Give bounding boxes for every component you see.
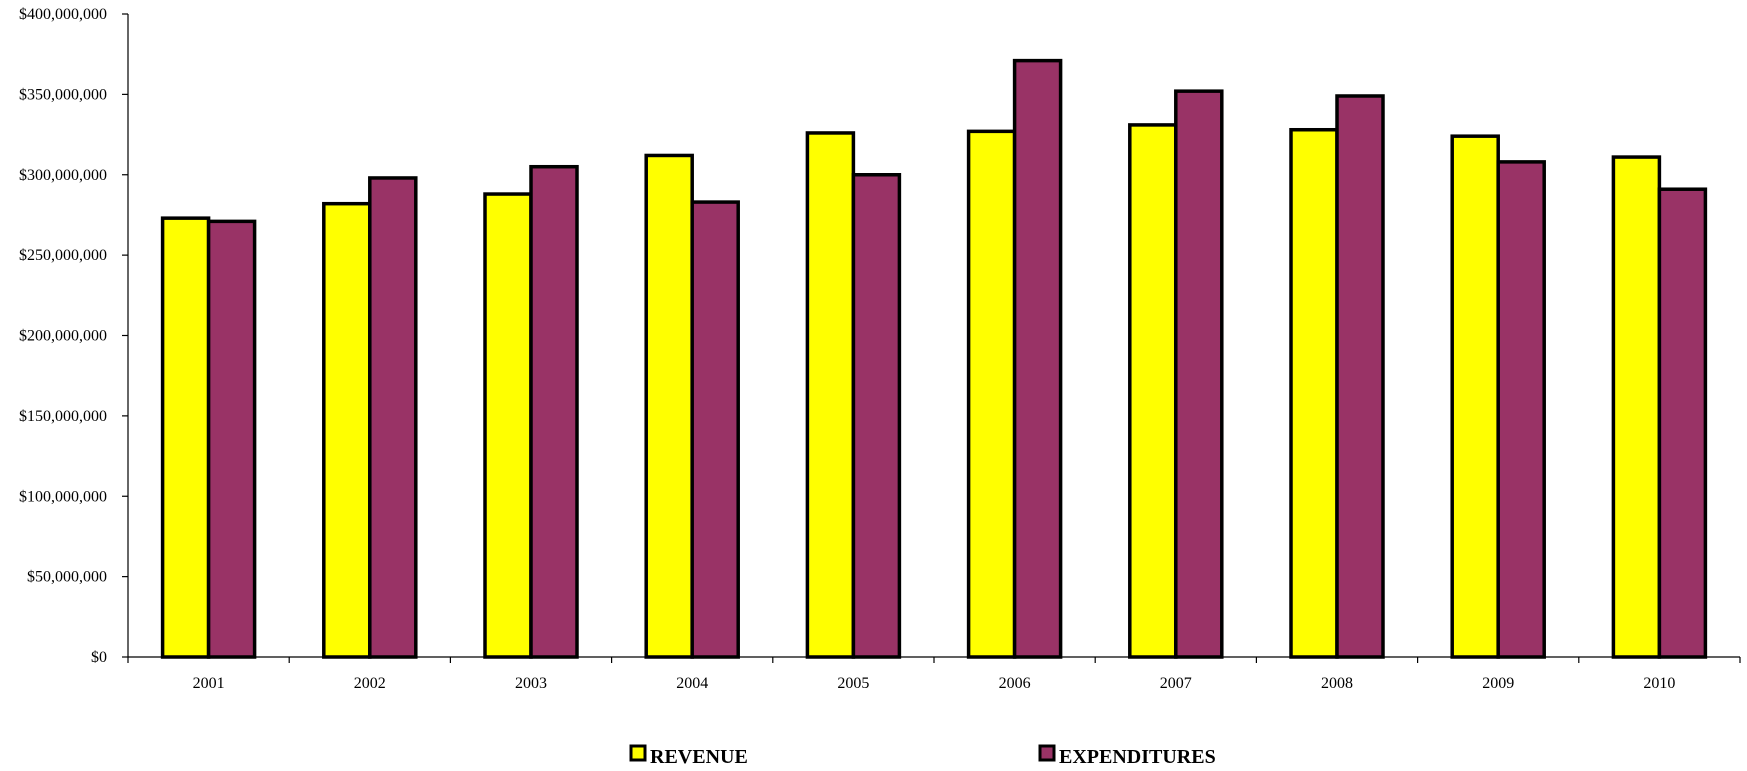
legend-swatch-revenue xyxy=(629,744,647,762)
revenue-bar-2002 xyxy=(322,201,372,659)
revenue-bar-2005 xyxy=(805,131,856,659)
legend-label-expenditures: EXPENDITURES xyxy=(1059,746,1216,768)
x-axis: 2001 2002 2003 2004 2005 2006 2007 2008 2009 2010 xyxy=(127,656,1741,692)
revenue-bar-2010 xyxy=(1611,155,1662,659)
y-tick-label: $400,000,000 xyxy=(19,6,107,23)
revenue-bar-2004 xyxy=(644,153,694,659)
y-tick-label: $100,000,000 xyxy=(19,488,107,505)
legend: REVENUE EXPENDITURES xyxy=(629,744,1216,768)
x-tick-label: 2002 xyxy=(354,675,386,692)
x-tick-label: 2004 xyxy=(676,675,708,692)
legend-swatch-expenditures xyxy=(1038,744,1056,762)
expenditures-bar-2008 xyxy=(1335,94,1385,659)
x-tick-label: 2010 xyxy=(1643,675,1675,692)
bars xyxy=(160,58,1708,659)
expenditures-bar-2002 xyxy=(368,176,418,659)
y-tick-label: $250,000,000 xyxy=(19,247,107,264)
revenue-bar-2009 xyxy=(1450,134,1500,659)
expenditures-bar-2007 xyxy=(1174,89,1224,659)
expenditures-bar-2003 xyxy=(529,164,579,659)
y-tick-label: $0 xyxy=(91,649,107,666)
y-tick-label: $200,000,000 xyxy=(19,328,107,345)
revenue-bar-2008 xyxy=(1289,127,1339,659)
expenditures-bar-2005 xyxy=(851,173,902,659)
x-tick-label: 2005 xyxy=(837,675,869,692)
y-tick-label: $150,000,000 xyxy=(19,408,107,425)
revenue-bar-2007 xyxy=(1128,123,1178,659)
x-tick-label: 2008 xyxy=(1321,675,1353,692)
expenditures-bar-2004 xyxy=(690,200,740,659)
y-tick-label: $350,000,000 xyxy=(19,86,107,103)
expenditures-bar-2009 xyxy=(1496,160,1546,659)
revenue-bar-2003 xyxy=(483,192,533,659)
expenditures-bar-2010 xyxy=(1657,187,1708,659)
y-tick-label: $50,000,000 xyxy=(27,569,107,586)
expenditures-bar-2006 xyxy=(1012,58,1063,659)
expenditures-bar-2001 xyxy=(206,219,257,659)
x-tick-label: 2009 xyxy=(1482,675,1514,692)
x-tick-label: 2006 xyxy=(999,675,1031,692)
y-axis: $0 $50,000,000 $100,000,000 $150,000,000 $20… xyxy=(19,6,129,666)
x-tick-label: 2007 xyxy=(1160,675,1192,692)
revenue-bar-2006 xyxy=(966,129,1017,659)
x-tick-label: 2001 xyxy=(193,675,225,692)
revenue-bar-2001 xyxy=(160,216,211,659)
legend-label-revenue: REVENUE xyxy=(650,746,748,768)
y-tick-label: $300,000,000 xyxy=(19,167,107,184)
x-tick-label: 2003 xyxy=(515,675,547,692)
